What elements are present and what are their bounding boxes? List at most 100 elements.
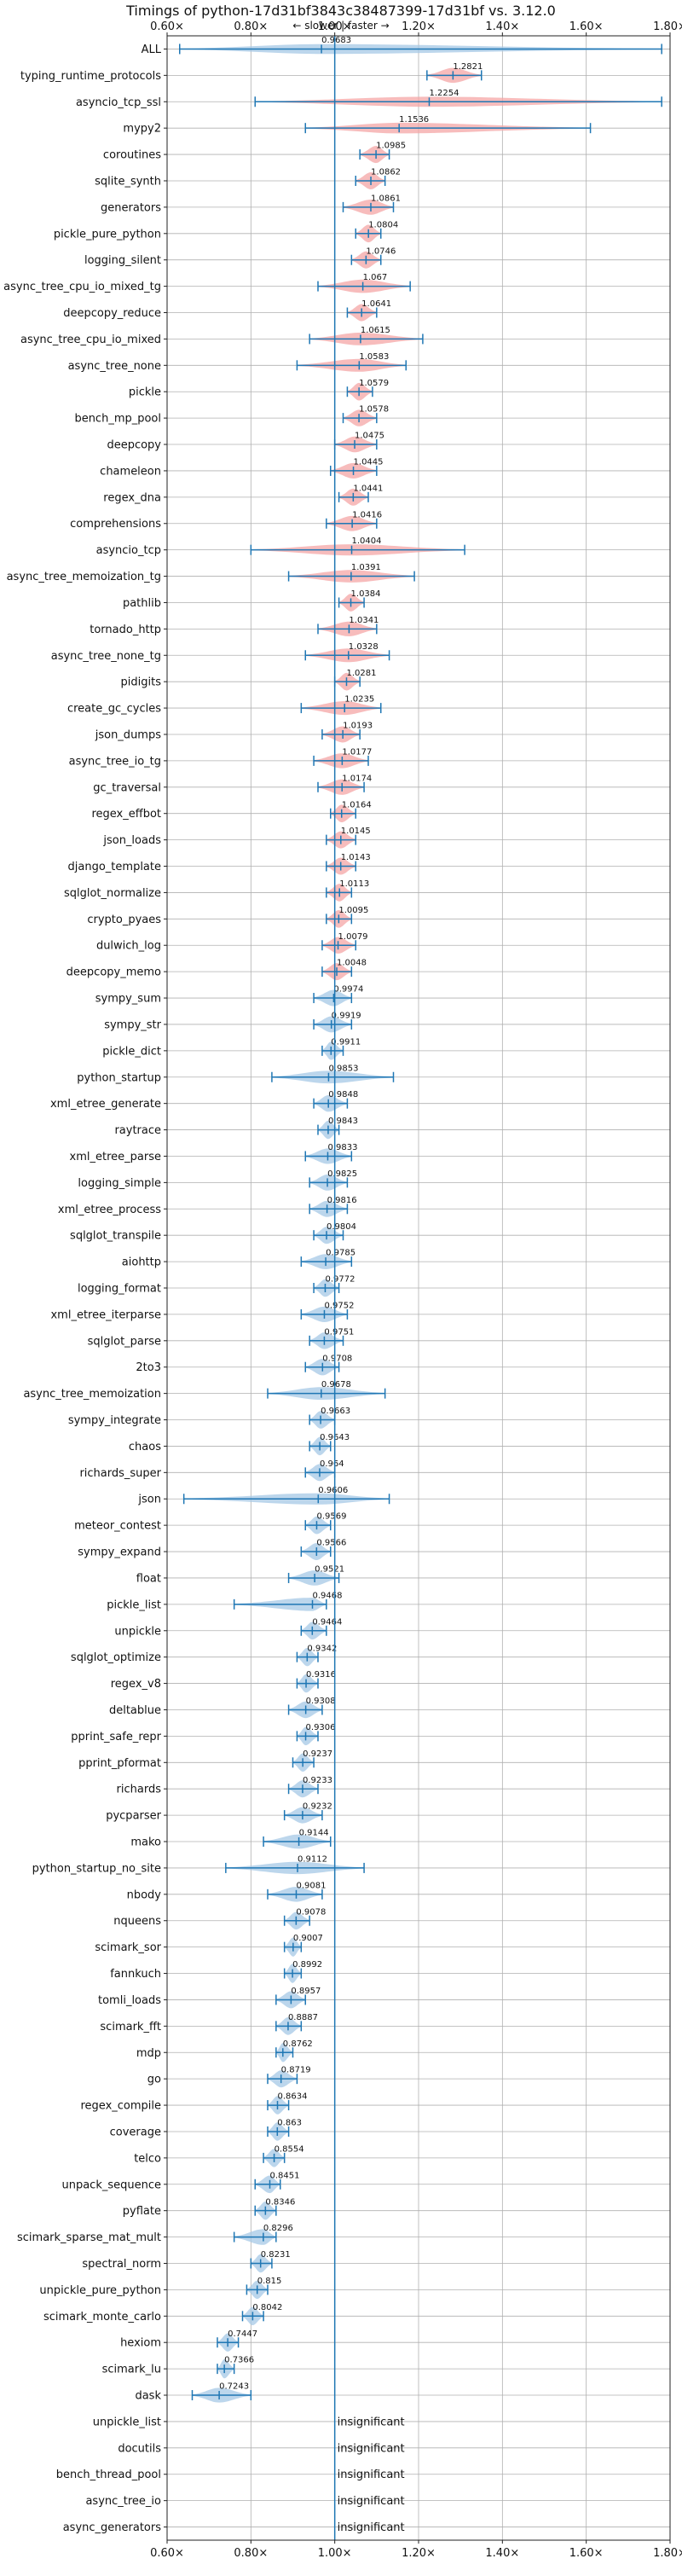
value-label: 1.1536 bbox=[399, 115, 429, 125]
value-label: 1.0404 bbox=[352, 537, 382, 546]
benchmark-label: coroutines bbox=[103, 149, 161, 162]
benchmark-label: deepcopy bbox=[107, 439, 161, 452]
value-label: 1.0391 bbox=[351, 563, 381, 572]
benchmark-label: scimark_monte_carlo bbox=[43, 2311, 161, 2324]
benchmark-label: create_gc_cycles bbox=[67, 703, 161, 716]
benchmark-label: crypto_pyaes bbox=[87, 914, 161, 926]
value-label: 0.8719 bbox=[281, 2066, 311, 2075]
value-label: 0.8634 bbox=[278, 2092, 308, 2102]
value-label: 0.863 bbox=[277, 2119, 302, 2128]
benchmark-label: pickle_pure_python bbox=[54, 228, 161, 241]
plot-frame bbox=[166, 35, 671, 2541]
value-label: 1.0416 bbox=[352, 510, 382, 519]
benchmark-label: telco bbox=[134, 2152, 161, 2165]
benchmark-label: sympy_integrate bbox=[68, 1414, 161, 1427]
value-label: 1.0445 bbox=[354, 458, 384, 467]
value-label: 1.0804 bbox=[368, 220, 398, 229]
value-label: 1.0095 bbox=[338, 906, 368, 915]
value-label: 1.0341 bbox=[349, 616, 379, 625]
benchmark-label: django_template bbox=[68, 861, 161, 873]
benchmark-label: unpack_sequence bbox=[61, 2179, 161, 2191]
benchmark-label: float bbox=[136, 1572, 161, 1585]
benchmark-label: async_tree_none_tg bbox=[51, 650, 161, 663]
benchmark-label: sqlglot_normalize bbox=[64, 887, 161, 900]
x-tick-label-bottom: 0.80× bbox=[234, 2547, 268, 2560]
value-label: 0.9081 bbox=[296, 1881, 326, 1890]
value-label: 0.9233 bbox=[303, 1776, 332, 1785]
x-tick-label-bottom: 1.40× bbox=[485, 2547, 519, 2560]
benchmark-label: sympy_expand bbox=[78, 1546, 161, 1559]
benchmark-label: async_tree_none bbox=[68, 360, 161, 373]
value-label: 0.9342 bbox=[307, 1644, 337, 1653]
value-label: 0.8554 bbox=[275, 2144, 304, 2154]
value-label: 0.8887 bbox=[288, 2013, 318, 2022]
benchmark-label: dask bbox=[135, 2390, 161, 2403]
insignificant-label: insignificant bbox=[338, 2521, 405, 2534]
benchmark-label: deltablue bbox=[109, 1704, 161, 1717]
value-label: 1.0177 bbox=[342, 747, 372, 757]
value-label: 0.9521 bbox=[315, 1565, 344, 1575]
benchmark-label: async_tree_cpu_io_mixed_tg bbox=[3, 281, 161, 293]
value-label: 1.0281 bbox=[346, 669, 376, 678]
benchmark-label: docutils bbox=[118, 2442, 161, 2455]
value-label: 1.067 bbox=[363, 273, 388, 282]
value-label: 0.9833 bbox=[327, 1143, 357, 1152]
value-label: 0.9569 bbox=[316, 1512, 346, 1522]
benchmark-label: async_tree_cpu_io_mixed bbox=[20, 334, 161, 346]
value-label: 1.0079 bbox=[338, 932, 368, 942]
benchmark-label: python_startup bbox=[77, 1071, 161, 1084]
value-label: 0.8451 bbox=[270, 2171, 300, 2180]
value-label: 0.9708 bbox=[322, 1354, 352, 1363]
benchmark-label: bench_mp_pool bbox=[74, 413, 161, 426]
benchmark-label: chaos bbox=[129, 1441, 161, 1453]
value-label: 1.0328 bbox=[349, 642, 379, 652]
benchmark-label: coverage bbox=[110, 2126, 161, 2138]
benchmark-label: logging_format bbox=[78, 1283, 161, 1296]
benchmark-label: xml_etree_process bbox=[58, 1204, 161, 1216]
benchmark-label: richards_super bbox=[79, 1467, 161, 1480]
value-label: 0.9816 bbox=[327, 1196, 357, 1205]
benchmark-label: json_loads bbox=[102, 834, 161, 847]
benchmark-label: deepcopy_memo bbox=[66, 966, 161, 979]
benchmark-label: async_tree_memoization_tg bbox=[7, 571, 161, 583]
value-label: 1.0143 bbox=[341, 853, 371, 862]
benchmark-label: pickle_dict bbox=[102, 1045, 161, 1058]
value-label: 1.0578 bbox=[359, 405, 389, 415]
benchmark-label: async_tree_io bbox=[85, 2495, 161, 2508]
benchmark-label: pickle bbox=[129, 386, 161, 399]
x-tick-label-top: 1.20× bbox=[402, 20, 436, 33]
value-label: 1.0475 bbox=[355, 432, 384, 441]
value-label: 1.0641 bbox=[361, 299, 391, 309]
benchmark-label: json bbox=[137, 1494, 161, 1506]
benchmark-label: raytrace bbox=[114, 1124, 161, 1137]
benchmark-label: mdp bbox=[136, 2047, 161, 2060]
value-label: 0.7366 bbox=[224, 2356, 254, 2365]
value-label: 0.9683 bbox=[321, 36, 351, 45]
benchmark-label: hexiom bbox=[120, 2337, 161, 2350]
value-label: 1.0615 bbox=[361, 326, 390, 335]
benchmark-label: sqlite_synth bbox=[95, 175, 161, 188]
value-label: 0.9804 bbox=[327, 1222, 356, 1232]
benchmark-label: pickle_list bbox=[107, 1598, 161, 1611]
value-label: 1.0441 bbox=[353, 484, 383, 493]
value-label: 0.9078 bbox=[296, 1907, 326, 1917]
value-label: 0.9566 bbox=[316, 1539, 346, 1548]
benchmark-label: scimark_sor bbox=[95, 1941, 161, 1954]
value-label: 0.9751 bbox=[324, 1327, 354, 1337]
benchmark-label: go bbox=[147, 2074, 161, 2086]
value-label: 1.2254 bbox=[429, 89, 459, 98]
benchmark-label: pyflate bbox=[123, 2205, 161, 2218]
x-tick-label-bottom: 1.80× bbox=[653, 2547, 682, 2560]
benchmark-label: meteor_contest bbox=[74, 1520, 161, 1533]
x-tick-label-top: 1.80× bbox=[653, 20, 682, 33]
value-label: 0.7447 bbox=[228, 2329, 257, 2339]
insignificant-label: insignificant bbox=[338, 2469, 405, 2481]
chart-subtitle: ← slower | faster → bbox=[292, 20, 389, 32]
benchmark-label: asyncio_tcp_ssl bbox=[76, 96, 161, 109]
benchmark-label: chameleon bbox=[100, 465, 161, 478]
axis-layer: 0.60× 0.60× 0.80× 0.80× 1.00× 1.00× 1.20× 1.20×… bbox=[3, 20, 682, 2560]
value-label: 1.0235 bbox=[344, 695, 374, 705]
value-label: 1.0985 bbox=[376, 142, 406, 151]
benchmark-label: unpickle bbox=[114, 1625, 161, 1638]
